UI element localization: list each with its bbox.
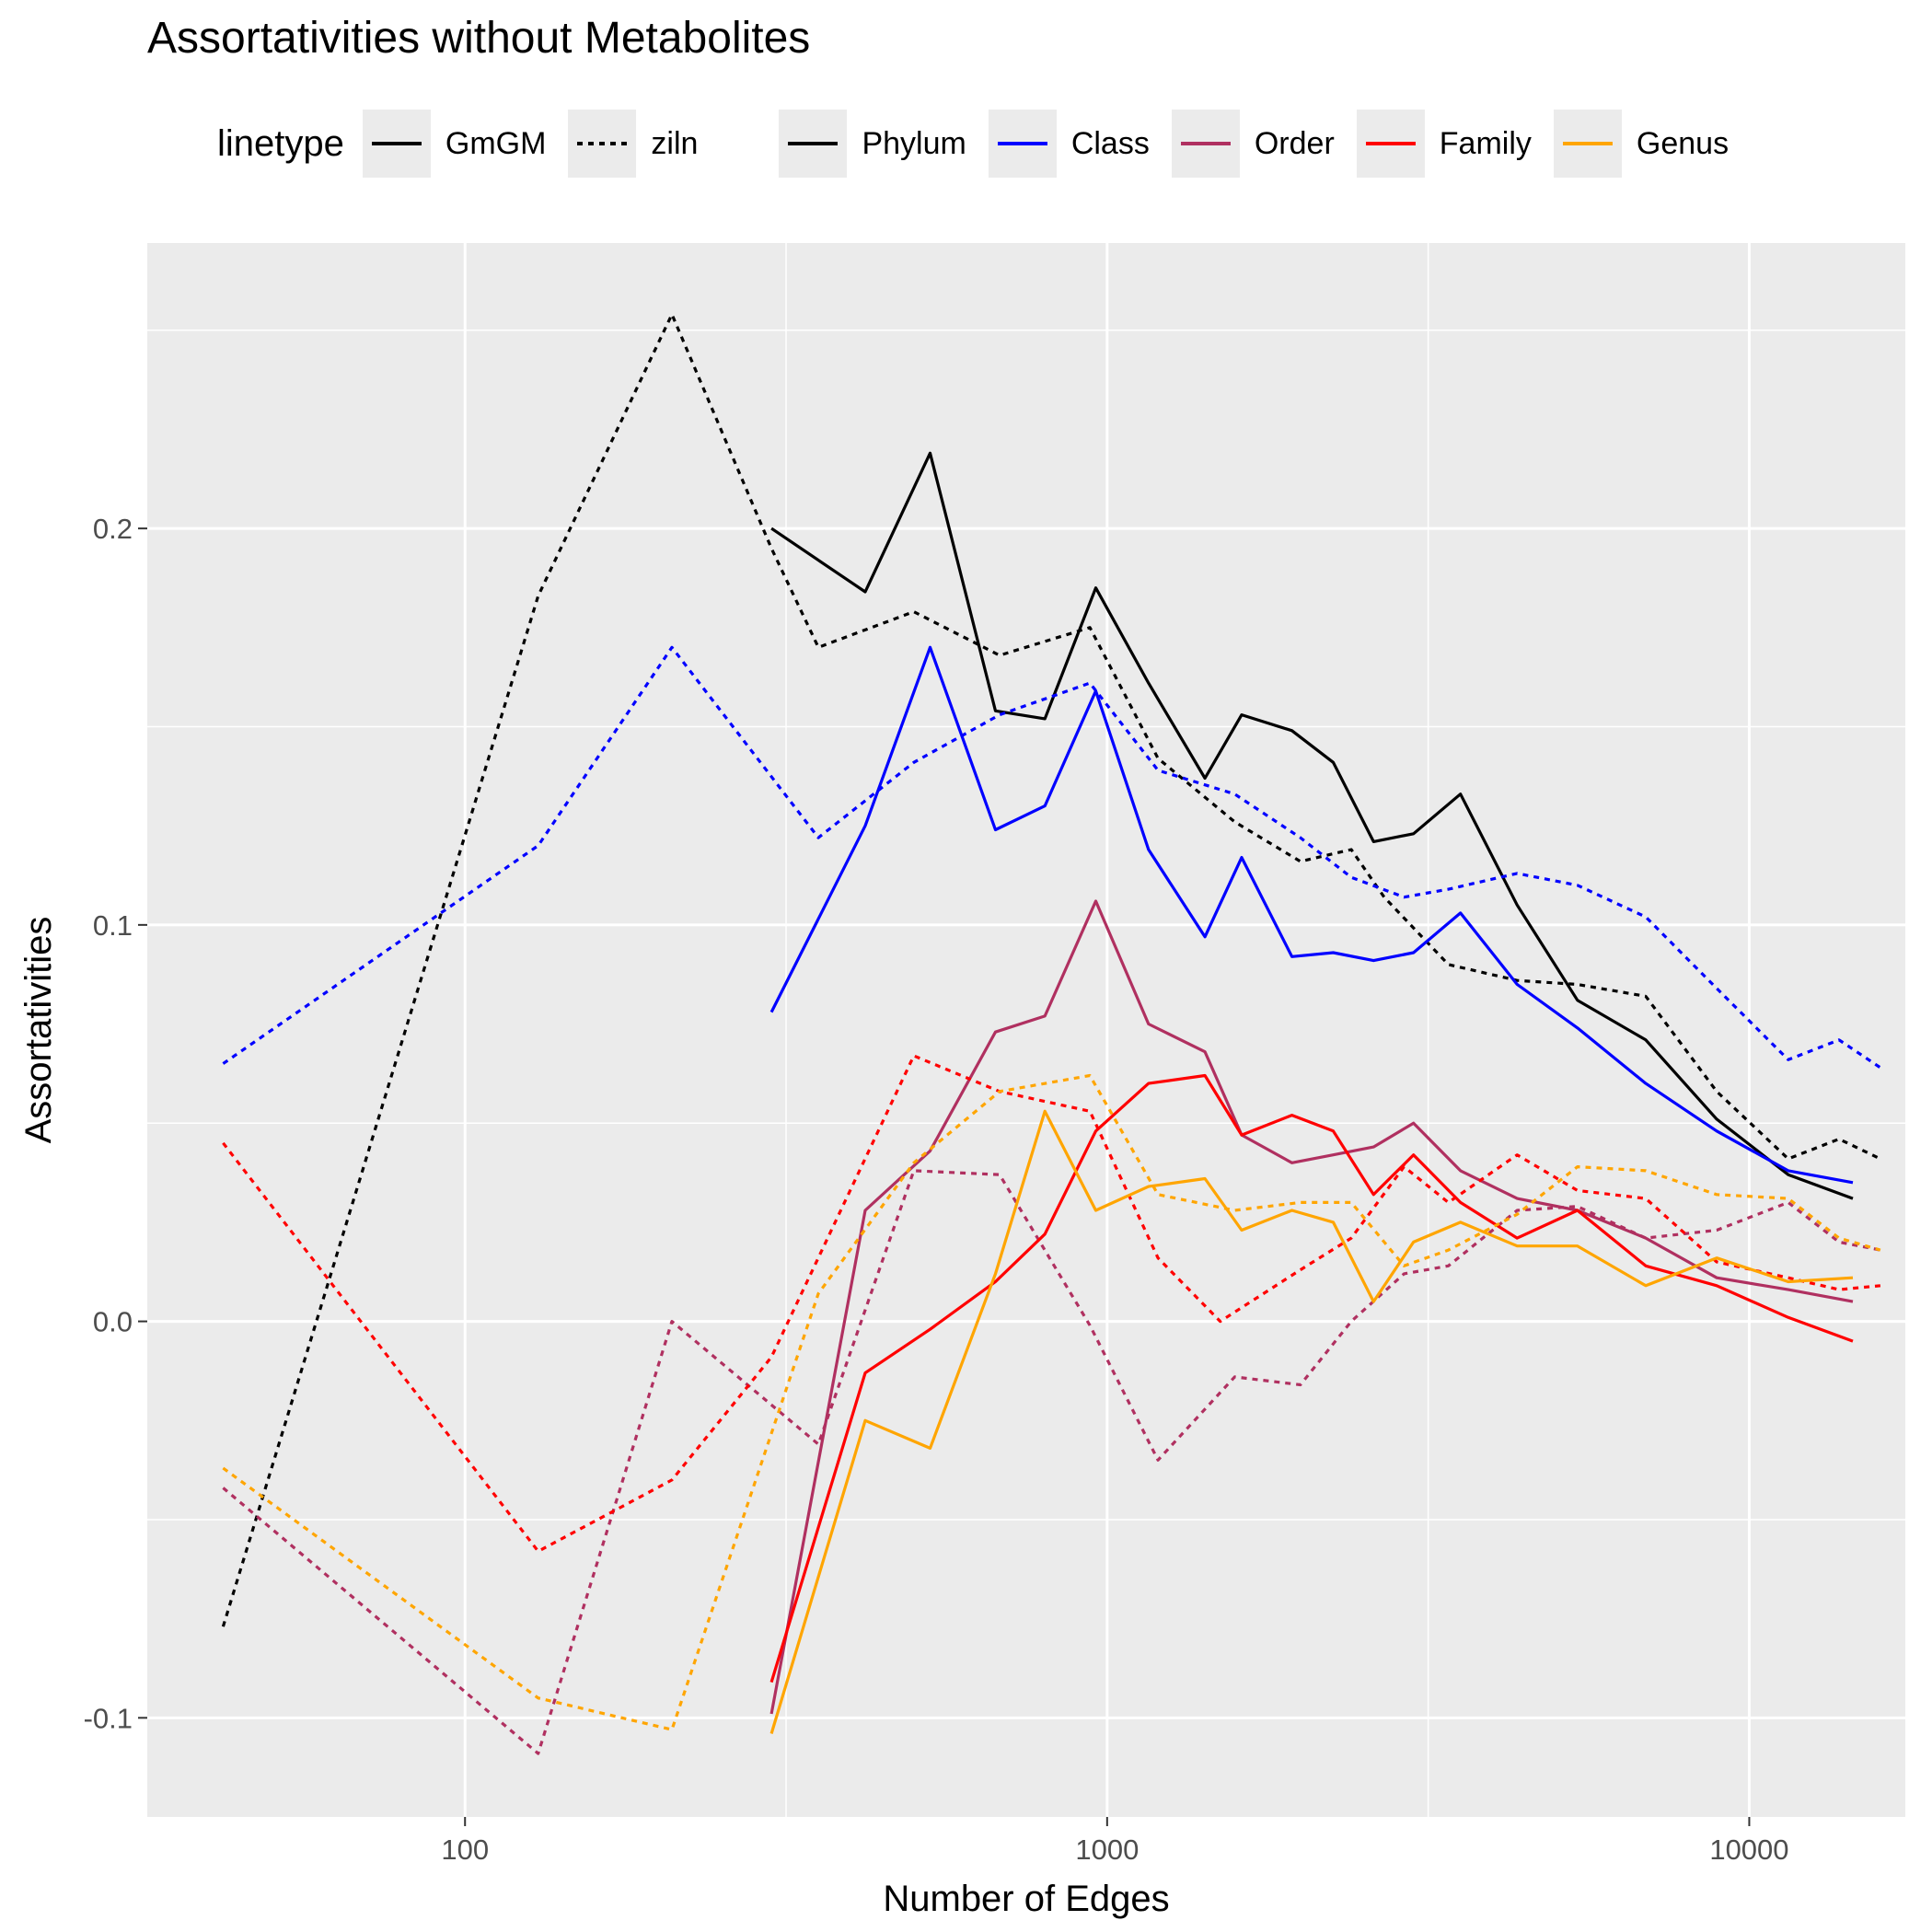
legend-label-class: Class	[1070, 125, 1150, 161]
legend-label-family: Family	[1439, 125, 1532, 161]
x-axis-title: Number of Edges	[883, 1879, 1169, 1919]
chart-title: Assortativities without Metabolites	[147, 14, 811, 63]
series-genus-ziln	[222, 1073, 1881, 1731]
series-phylum-ziln	[221, 312, 1881, 1627]
y-tick-label: 0.0	[93, 1306, 133, 1338]
legend-label-order: Order	[1254, 125, 1335, 161]
legend: linetype GmGM ziln Phylum Class Order	[217, 109, 1751, 179]
legend-key-phylum	[779, 110, 848, 178]
legend-key-family	[1356, 110, 1425, 178]
series-layer	[221, 312, 1881, 1755]
legend-title: linetype	[217, 122, 344, 164]
legend-key-solid	[362, 110, 431, 178]
legend-label-phylum: Phylum	[862, 125, 966, 161]
legend-key-genus	[1553, 110, 1622, 178]
legend-item-gmgm: GmGM	[362, 110, 547, 178]
minor-gridlines	[147, 243, 1905, 1817]
legend-item-ziln: ziln	[568, 110, 698, 178]
y-tick-label: -0.1	[84, 1702, 133, 1734]
legend-item-genus: Genus	[1553, 110, 1730, 178]
legend-label-genus: Genus	[1636, 125, 1730, 161]
legend-key-dotted	[568, 110, 637, 178]
legend-item-order: Order	[1171, 110, 1335, 178]
legend-item-class: Class	[988, 110, 1150, 178]
axes-layer: 100 1000 10000 -0.1 0.0 0.1 0.2	[84, 513, 1789, 1866]
legend-key-class	[988, 110, 1057, 178]
x-tick-label: 1000	[1075, 1834, 1139, 1866]
y-tick-label: 0.2	[93, 513, 133, 545]
x-tick-label: 100	[441, 1834, 489, 1866]
legend-label-ziln: ziln	[651, 125, 699, 161]
series-class-ziln	[222, 645, 1881, 1070]
x-tick-label: 10000	[1709, 1834, 1788, 1866]
major-gridlines	[147, 243, 1905, 1817]
series-genus-gmgm	[769, 1109, 1854, 1734]
series-family-gmgm	[769, 1073, 1854, 1683]
series-class-gmgm	[769, 645, 1854, 1185]
plot-panel	[147, 243, 1905, 1817]
legend-item-phylum: Phylum	[779, 110, 966, 178]
y-tick-label: 0.1	[93, 909, 133, 942]
legend-key-order	[1171, 110, 1240, 178]
series-order-ziln	[222, 1169, 1881, 1755]
y-axis-title: Assortativities	[18, 917, 59, 1144]
legend-item-family: Family	[1356, 110, 1532, 178]
legend-label-gmgm: GmGM	[445, 125, 547, 161]
